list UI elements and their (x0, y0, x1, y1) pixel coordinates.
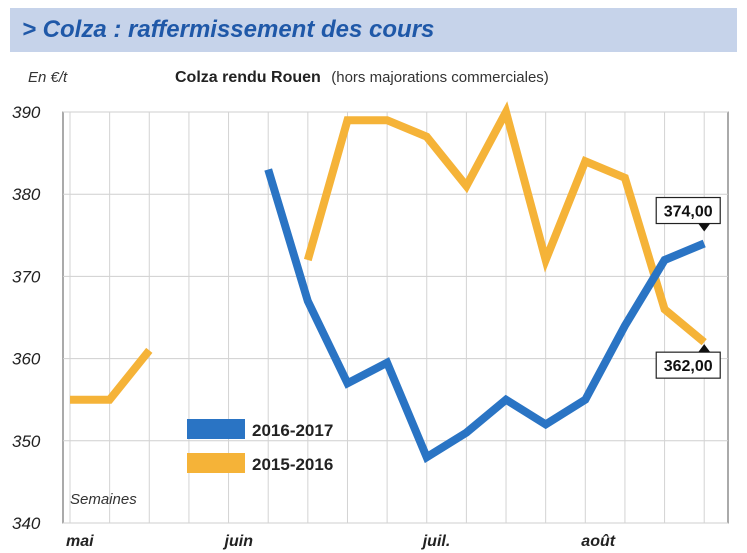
data-label-2015-2016: 362,00 (664, 358, 713, 375)
header-banner: > Colza : raffermissement des cours (10, 8, 737, 52)
series-line-2015-2016-part-1 (70, 347, 153, 404)
legend: 2016-2017 2015-2016 (187, 419, 333, 474)
x-axis-ticks: mai juin juil. août (66, 533, 616, 550)
x-axis-label: Semaines (70, 491, 137, 508)
y-tick-label-340: 340 (12, 514, 41, 533)
data-label-2016-2017: 374,00 (664, 204, 713, 221)
y-tick-label-370: 370 (12, 267, 41, 286)
legend-label-2015-2016: 2015-2016 (252, 455, 333, 474)
series-line-2015-2016-part-2 (303, 101, 707, 346)
data-label-pointer-2015-2016 (698, 344, 711, 353)
data-labels: 374,00 362,00 (655, 196, 721, 379)
legend-swatch-2015-2016 (187, 453, 245, 473)
data-label-box-2016-2017 (655, 196, 721, 225)
y-tick-label-380: 380 (12, 185, 41, 204)
unit-label: En €/t (28, 69, 68, 86)
chart-subtitle: (hors majorations commerciales) (331, 69, 549, 86)
data-label-pointer-2016-2017 (698, 223, 711, 232)
page-title: > Colza : raffermissement des cours (22, 16, 435, 43)
chart-title: Colza rendu Rouen (175, 69, 321, 86)
y-tick-label-350: 350 (12, 432, 41, 451)
data-label-box-2015-2016 (655, 351, 721, 379)
x-tick-label-juil: juil. (421, 533, 451, 550)
grid (62, 111, 729, 524)
series-line-2016-2017 (264, 168, 706, 464)
y-tick-label-360: 360 (12, 350, 41, 369)
x-tick-label-août: août (581, 533, 615, 550)
plot-border (62, 111, 729, 524)
x-tick-label-juin: juin (223, 533, 254, 550)
legend-label-2016-2017: 2016-2017 (252, 421, 333, 440)
chart-title-group: Colza rendu Rouen (hors majorations comm… (175, 69, 549, 86)
line-chart: En €/t Colza rendu Rouen (hors majoratio… (12, 69, 729, 550)
series (70, 101, 707, 464)
x-tick-label-mai: mai (66, 533, 94, 550)
y-tick-label-390: 390 (12, 103, 41, 122)
chart-area: En €/t Colza rendu Rouen (hors majoratio… (0, 52, 747, 553)
legend-swatch-2016-2017 (187, 419, 245, 439)
y-axis-ticks: 340 350 360 370 380 390 (12, 103, 41, 533)
